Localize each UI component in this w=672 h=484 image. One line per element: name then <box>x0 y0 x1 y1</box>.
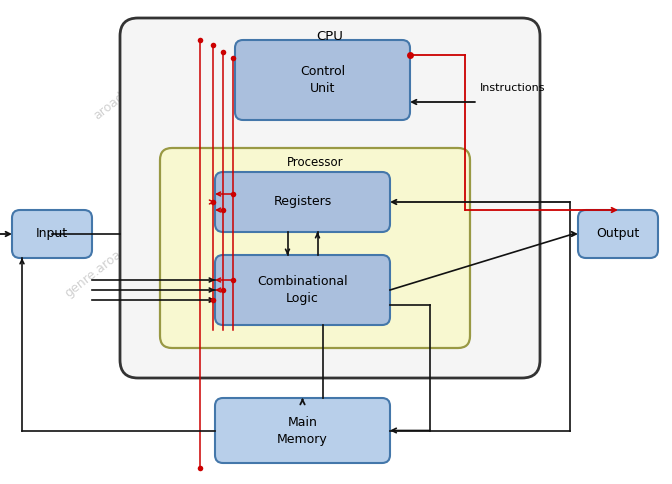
FancyBboxPatch shape <box>12 210 92 258</box>
Text: Input: Input <box>36 227 68 241</box>
Text: Instructions: Instructions <box>480 83 546 93</box>
Text: Main
Memory: Main Memory <box>277 415 328 445</box>
Text: Combinational
Logic: Combinational Logic <box>257 275 348 305</box>
Text: Processor: Processor <box>287 155 343 168</box>
Text: aroadtome.com: aroadtome.com <box>91 51 177 123</box>
FancyBboxPatch shape <box>120 18 540 378</box>
Text: aroadtome.com: aroadtome.com <box>374 51 460 123</box>
FancyBboxPatch shape <box>578 210 658 258</box>
FancyBboxPatch shape <box>215 172 390 232</box>
FancyBboxPatch shape <box>160 148 470 348</box>
Text: CPU: CPU <box>317 30 343 43</box>
FancyBboxPatch shape <box>215 398 390 463</box>
Text: genre.aroadtome.com: genre.aroadtome.com <box>310 204 429 300</box>
Text: Registers: Registers <box>274 196 331 209</box>
FancyBboxPatch shape <box>215 255 390 325</box>
Bar <box>207 38 227 327</box>
Text: Output: Output <box>596 227 640 241</box>
FancyBboxPatch shape <box>235 40 410 120</box>
Bar <box>225 38 275 327</box>
Text: Control
Unit: Control Unit <box>300 65 345 95</box>
Text: genre.aroadtome.com: genre.aroadtome.com <box>62 204 180 300</box>
